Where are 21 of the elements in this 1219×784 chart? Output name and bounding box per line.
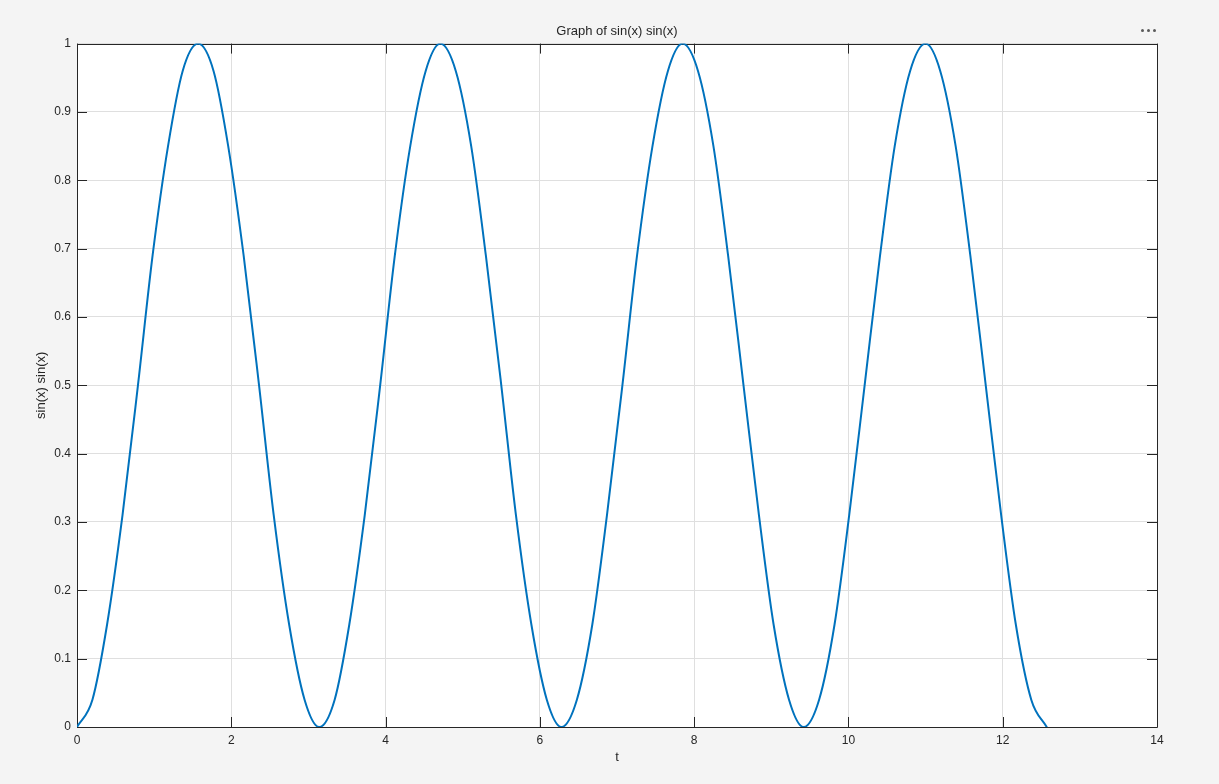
y-tick-label: 0.5 <box>54 377 72 392</box>
y-tick-label: 0.1 <box>54 650 72 665</box>
x-tick-label: 10 <box>841 732 856 747</box>
y-tick-label: 1 <box>64 35 72 50</box>
x-tick-label: 14 <box>1150 732 1164 747</box>
x-tick-label: 12 <box>996 732 1010 747</box>
x-tick-label: 8 <box>690 732 698 747</box>
x-tick-label: 4 <box>382 732 390 747</box>
x-tick-label: 2 <box>227 732 235 747</box>
y-tick-label: 0.2 <box>54 582 72 597</box>
y-tick-label: 0.6 <box>54 309 72 324</box>
x-tick-label: 6 <box>536 732 544 747</box>
y-tick-label: 0 <box>64 719 72 734</box>
chart-title: Graph of sin(x) sin(x) <box>556 23 678 39</box>
y-tick-label: 0.4 <box>54 445 72 460</box>
y-tick-label: 0.8 <box>54 172 72 187</box>
y-axis-title: sin(x) sin(x) <box>33 351 49 419</box>
y-tick-label: 0.3 <box>54 514 72 529</box>
x-axis-title: t <box>615 748 620 764</box>
y-tick-label: 0.7 <box>54 240 72 255</box>
y-tick-label: 0.9 <box>54 104 72 119</box>
